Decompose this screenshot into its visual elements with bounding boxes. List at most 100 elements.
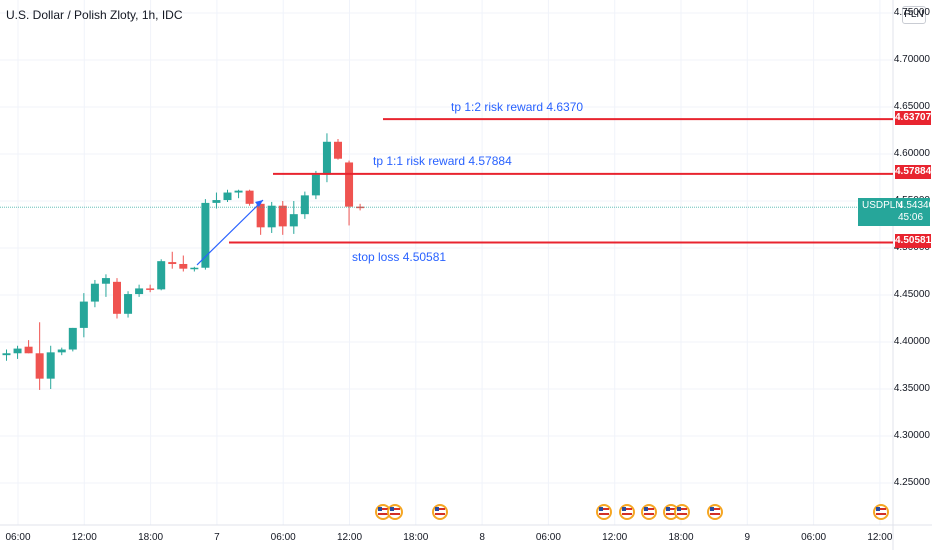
candle-body[interactable] [13, 348, 22, 354]
candle-body[interactable] [190, 267, 199, 270]
tp2-annotation[interactable]: tp 1:2 risk reward 4.6370 [451, 100, 584, 114]
price-tick-label: 4.45000 [893, 289, 930, 300]
candle-body[interactable] [124, 294, 133, 314]
trend-arrow[interactable] [196, 199, 264, 266]
time-tick-label: 18:00 [403, 532, 429, 543]
time-tick-label: 12:00 [71, 532, 97, 543]
candle-body[interactable] [79, 301, 88, 328]
economic-event-flag-icon[interactable] [707, 504, 723, 520]
currency-badge[interactable]: PLN [902, 6, 926, 24]
event-flag-stripe [710, 513, 720, 515]
event-flag-stripe [599, 508, 609, 510]
event-flag-stripe [435, 508, 445, 510]
candle-body[interactable] [101, 278, 110, 284]
candle-body[interactable] [212, 200, 221, 203]
economic-event-flag-icon[interactable] [375, 504, 391, 520]
candle-body[interactable] [201, 202, 210, 268]
event-flag-canton [644, 507, 648, 511]
event-flag-stripe [622, 513, 632, 515]
candle-body[interactable] [267, 205, 276, 228]
candle-body[interactable] [223, 192, 232, 201]
economic-event-flag-icon[interactable] [619, 504, 635, 520]
time-tick-label: 12:00 [602, 532, 628, 543]
candle-body[interactable] [90, 283, 99, 302]
economic-event-flag-icon[interactable] [873, 504, 889, 520]
price-tick-label: 4.35000 [893, 383, 930, 394]
event-flag-canton [390, 507, 394, 511]
economic-event-flag-icon[interactable] [387, 504, 403, 520]
event-flag-stripe [644, 513, 654, 515]
time-tick-label: 06:00 [801, 532, 827, 543]
tp2-price-tag: 4.63707 [895, 111, 932, 125]
time-tick-label: 06:00 [270, 532, 296, 543]
event-flag-stripe [622, 508, 632, 510]
event-flag-stripe [666, 508, 676, 510]
candle-body[interactable] [2, 353, 11, 356]
event-flag-stripe [390, 508, 400, 510]
candle-body[interactable] [24, 346, 33, 354]
candle-body[interactable] [311, 174, 320, 196]
event-flag-stripe [876, 508, 886, 510]
price-tick-label: 4.65000 [893, 101, 930, 112]
candle-body[interactable] [146, 288, 155, 290]
price-tick-label: 4.30000 [893, 430, 930, 441]
price-tick-label: 4.60000 [893, 148, 930, 159]
last-price-value: 4.54340 [898, 200, 932, 211]
event-flag-canton [876, 507, 880, 511]
economic-event-flag-icon[interactable] [596, 504, 612, 520]
candle-body[interactable] [245, 190, 254, 204]
chart-title: U.S. Dollar / Polish Zloty, 1h, IDC [6, 8, 183, 22]
event-flag-stripe [644, 508, 654, 510]
candle-body[interactable] [334, 141, 342, 159]
candle-body[interactable] [179, 263, 188, 269]
price-tick-label: 4.25000 [893, 477, 930, 488]
candle-body[interactable] [322, 141, 331, 175]
price-tick-label: 4.70000 [893, 54, 930, 65]
event-flag-stripe [677, 513, 687, 515]
candle-body[interactable] [278, 205, 287, 227]
time-tick-label: 18:00 [138, 532, 164, 543]
candle-body[interactable] [35, 353, 44, 379]
last-price-tag: USDPLN 4.54340 45:06 [858, 198, 932, 226]
event-flag-canton [666, 507, 670, 511]
event-flag-stripe [677, 508, 687, 510]
economic-event-flag-icon[interactable] [674, 504, 690, 520]
candle-body[interactable] [68, 327, 77, 350]
economic-event-flag-icon[interactable] [641, 504, 657, 520]
candle-body[interactable] [300, 195, 309, 215]
candle-body[interactable] [57, 349, 66, 353]
candle-body[interactable] [46, 352, 55, 379]
candle-body[interactable] [157, 261, 166, 290]
time-tick-label: 18:00 [668, 532, 694, 543]
event-flag-stripe [378, 508, 388, 510]
event-flag-stripe [378, 513, 388, 515]
candle-body[interactable] [289, 214, 298, 227]
candle-body[interactable] [345, 162, 354, 207]
economic-event-flag-icon[interactable] [663, 504, 679, 520]
candle-body[interactable] [113, 281, 121, 314]
time-tick-label: 12:00 [867, 532, 893, 543]
time-tick-label: 06:00 [535, 532, 561, 543]
time-tick-label: 12:00 [336, 532, 363, 543]
stop-loss-annotation[interactable]: stop loss 4.50581 [352, 250, 447, 264]
event-flag-stripe [876, 513, 886, 515]
event-flag-stripe [599, 513, 609, 515]
event-flag-canton [677, 507, 681, 511]
event-flag-canton [622, 507, 626, 511]
candle-body[interactable] [135, 288, 144, 295]
stop-loss-price-tag: 4.50581 [895, 234, 932, 248]
time-tick-label: 06:00 [5, 532, 31, 543]
candle-body[interactable] [168, 262, 177, 264]
event-flag-stripe [390, 513, 400, 515]
event-flag-canton [599, 507, 603, 511]
event-flag-stripe [435, 513, 445, 515]
bar-countdown: 45:06 [898, 212, 924, 223]
event-flag-canton [435, 507, 439, 511]
economic-event-flag-icon[interactable] [432, 504, 448, 520]
price-tick-label: 4.75000 [893, 7, 930, 18]
time-tick-label: 7 [214, 532, 220, 543]
candle-body[interactable] [256, 203, 265, 228]
candle-body[interactable] [234, 190, 243, 193]
tp1-annotation[interactable]: tp 1:1 risk reward 4.57884 [373, 154, 512, 168]
